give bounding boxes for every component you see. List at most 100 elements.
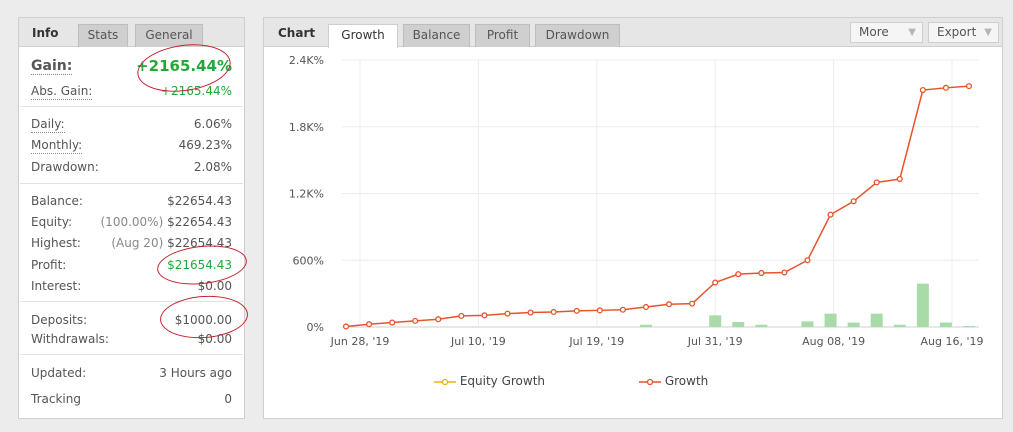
withdrawals-row: Withdrawals: $0.00 (31, 331, 232, 348)
chevron-down-icon: ▼ (908, 27, 916, 38)
growth-point (965, 83, 973, 90)
daily-bar (709, 315, 722, 327)
y-tick-label: 1.2K% (289, 188, 324, 201)
daily-bar (963, 326, 975, 327)
abs-gain-label: Abs. Gain: (31, 84, 93, 100)
info-panel: Info Stats General Gain: +2165.44% Abs. … (18, 17, 250, 419)
legend-growth-label: Growth (664, 374, 709, 388)
legend-equity-growth[interactable]: Equity Growth (434, 372, 545, 390)
updated-value: 3 Hours ago (159, 366, 232, 380)
daily-bars (639, 283, 975, 327)
chart-grid (342, 59, 979, 328)
gain-value: +2165.44% (136, 57, 232, 75)
daily-bar (916, 283, 929, 327)
more-label: More (859, 25, 889, 39)
drawdown-label: Drawdown: (31, 160, 99, 174)
chart-tabbar: Chart Growth Balance Profit Drawdown Mor… (264, 18, 1002, 48)
growth-point (573, 307, 580, 314)
tracking-value: 0 (224, 392, 232, 406)
tracking-label: Tracking (31, 392, 81, 406)
x-tick-label: Jul 19, '19 (568, 335, 624, 348)
x-axis-ticks: Jun 28, '19 Jul 10, '19 Jul 19, '19 Jul 31,… (330, 335, 984, 348)
growth-point (366, 321, 373, 328)
daily-bar (939, 322, 952, 327)
growth-point (827, 211, 834, 218)
tab-growth[interactable]: Growth (328, 24, 398, 48)
profit-value: $21654.43 (167, 258, 232, 272)
growth-point (596, 307, 603, 314)
y-tick-label: 0% (307, 321, 324, 334)
growth-point (527, 309, 534, 316)
y-tick-label: 2.4K% (289, 54, 324, 67)
interest-value: $0.00 (197, 279, 232, 293)
drawdown-row: Drawdown: 2.08% (31, 159, 232, 176)
more-dropdown[interactable]: More ▼ (850, 22, 923, 43)
growth-point (804, 257, 811, 264)
growth-point (942, 84, 949, 91)
daily-value: 6.06% (193, 117, 232, 131)
tab-info[interactable]: Info (32, 26, 59, 40)
x-tick-label: Aug 08, '19 (802, 335, 865, 348)
daily-row: Daily: 6.06% (31, 116, 232, 133)
growth-point (481, 312, 488, 319)
daily-bar (870, 313, 883, 327)
export-label: Export (937, 25, 977, 39)
equity-label: Equity: (31, 215, 73, 229)
growth-point (665, 301, 673, 308)
growth-polyline (345, 85, 970, 328)
tab-general[interactable]: General (135, 24, 203, 47)
deposits-label: Deposits: (31, 313, 88, 327)
tab-balance[interactable]: Balance (403, 24, 470, 47)
daily-bar (847, 322, 860, 327)
profit-row: Profit: $21654.43 (31, 257, 232, 274)
daily-label: Daily: (31, 117, 65, 133)
growth-point (896, 175, 903, 183)
x-tick-label: Jul 31, '19 (687, 335, 743, 348)
tracking-row: Tracking 0 (31, 391, 232, 408)
legend-equity-label: Equity Growth (459, 374, 546, 388)
growth-point (342, 323, 350, 330)
export-dropdown[interactable]: Export ▼ (928, 22, 999, 43)
highest-label: Highest: (31, 236, 81, 250)
highest-value: $22654.43 (167, 236, 232, 250)
equity-percent: (100.00%) (100, 215, 164, 229)
info-tabbar: Info Stats General (19, 18, 244, 47)
x-tick-label: Aug 16, '19 (921, 335, 984, 348)
abs-gain-value: +2165.44% (160, 84, 232, 98)
interest-label: Interest: (31, 279, 82, 293)
growth-point (850, 198, 857, 205)
gain-label: Gain: (31, 58, 73, 75)
tab-drawdown[interactable]: Drawdown (535, 24, 620, 47)
x-tick-label: Jul 10, '19 (450, 335, 506, 348)
growth-line (342, 83, 973, 330)
equity-legend-marker (434, 378, 456, 385)
growth-point (458, 312, 465, 319)
deposits-value: $1000.00 (174, 313, 232, 327)
balance-label: Balance: (31, 194, 83, 208)
growth-point (389, 319, 396, 326)
divider (20, 183, 243, 184)
equity-value: $22654.43 (167, 215, 232, 229)
equity-row: Equity: (100.00%) $22654.43 (31, 214, 232, 231)
withdrawals-label: Withdrawals: (31, 332, 109, 346)
daily-bar (824, 313, 837, 327)
daily-bar (893, 324, 906, 327)
legend-growth[interactable]: Growth (639, 372, 708, 390)
deposits-row: Deposits: $1000.00 (31, 312, 232, 329)
daily-bar (801, 321, 814, 327)
balance-value: $22654.43 (167, 194, 232, 208)
y-tick-label: 1.8K% (289, 121, 324, 134)
tab-stats[interactable]: Stats (78, 24, 128, 47)
gain-row: Gain: +2165.44% (31, 58, 232, 78)
chart-panel: Chart Growth Balance Profit Drawdown Mor… (263, 17, 1003, 419)
tab-profit[interactable]: Profit (475, 24, 530, 47)
y-axis-ticks: 0% 600% 1.2K% 1.8K% 2.4K% (289, 54, 324, 334)
interest-row: Interest: $0.00 (31, 278, 232, 295)
updated-label: Updated: (31, 366, 87, 380)
equity-value-group: (100.00%) $22654.43 (101, 214, 233, 230)
growth-point (919, 86, 926, 94)
daily-bar (732, 321, 745, 327)
growth-chart: 0% 600% 1.2K% 1.8K% 2.4K% Jun 28, '19 Jul 10,… (289, 54, 984, 348)
growth-point (504, 310, 511, 317)
y-tick-label: 600% (293, 254, 324, 267)
